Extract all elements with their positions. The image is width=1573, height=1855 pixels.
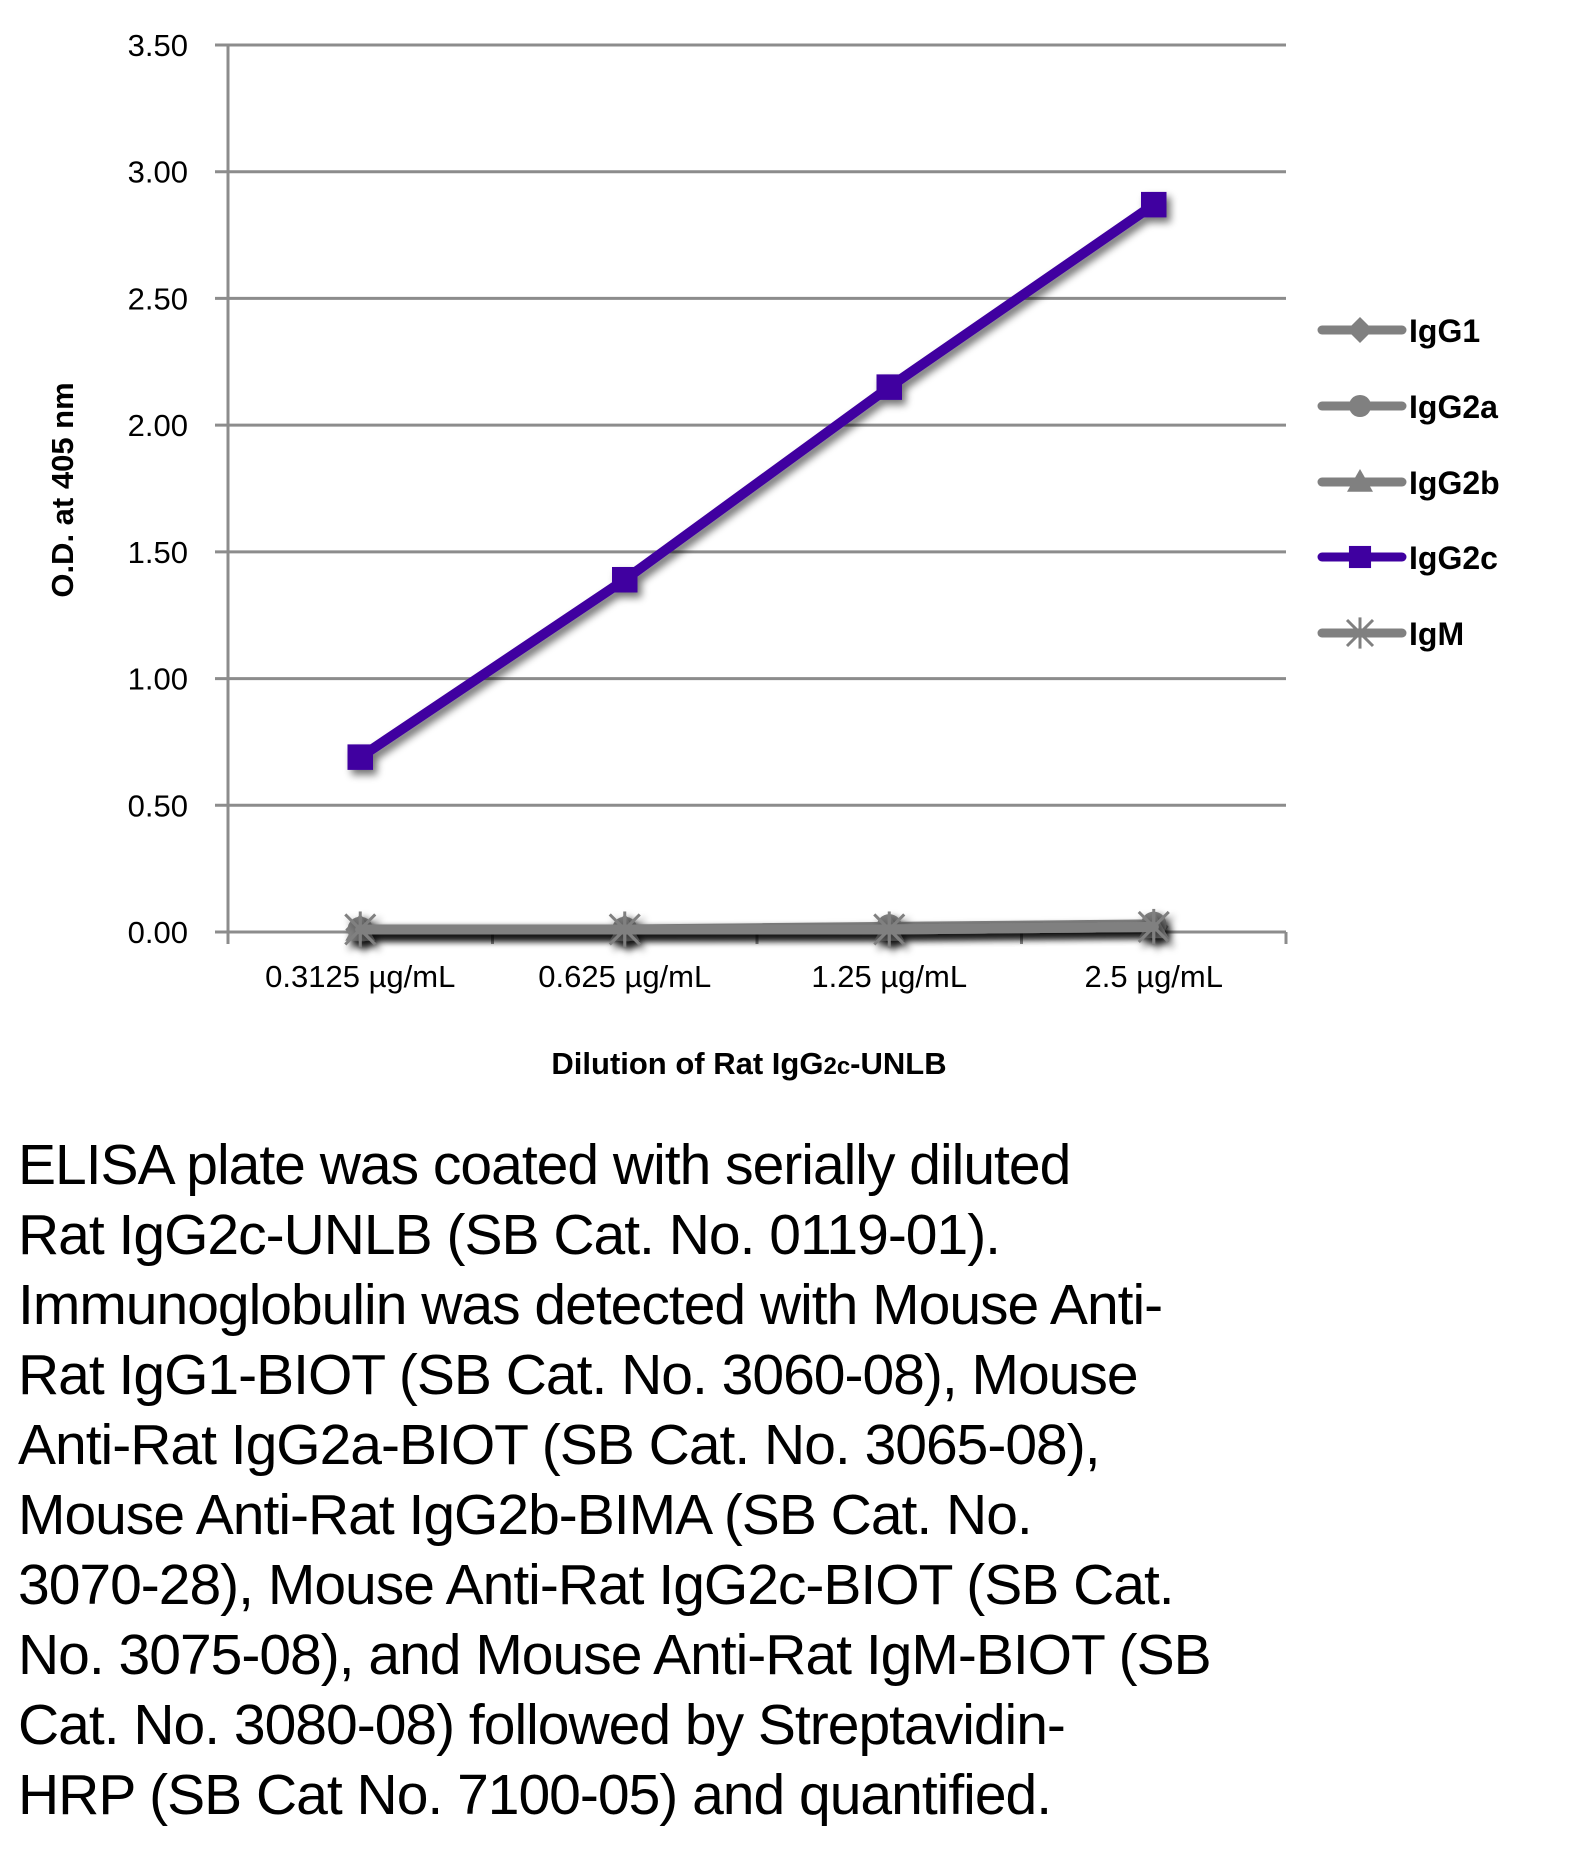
data-point: [612, 566, 638, 593]
figure-caption: ELISA plate was coated with serially dil…: [18, 1130, 1558, 1830]
x-axis-ticks: 0.3125 µg/mL 0.625 µg/mL 1.25 µg/mL 2.5 µg/…: [265, 959, 1223, 994]
y-axis-ticks: 0.00 0.50 1.00 1.50 2.00 2.50 3.00 3.50: [128, 28, 188, 950]
data-point: [876, 374, 902, 400]
y-tick-label: 0.00: [128, 915, 188, 950]
caption-line: Anti-Rat IgG2a-BIOT (SB Cat. No. 3065-08…: [18, 1413, 1101, 1477]
legend-marker-star-icon: [1345, 617, 1375, 649]
y-tick-label: 3.50: [128, 28, 188, 63]
legend-marker-triangle-icon: [1347, 469, 1373, 492]
x-tick-label: 2.5 µg/mL: [1085, 959, 1224, 994]
x-axis-title-post: -UNLB: [850, 1046, 946, 1081]
legend-marker-circle-icon: [1348, 394, 1372, 418]
legend-label: IgG2c: [1409, 540, 1498, 576]
caption-line: Cat. No. 3080-08) followed by Streptavid…: [18, 1693, 1066, 1757]
data-point: [347, 744, 373, 770]
gridlines: [215, 43, 1286, 934]
series-group: [344, 191, 1170, 948]
legend-item: IgG2c: [1317, 540, 1498, 576]
x-axis-title: Dilution of Rat IgG2c-UNLB: [551, 1046, 946, 1081]
series-IgG2c: [347, 191, 1167, 770]
legend-label: IgG1: [1409, 313, 1480, 349]
y-tick-label: 1.00: [128, 662, 188, 697]
x-tick-label: 1.25 µg/mL: [811, 959, 967, 994]
axes: [226, 45, 1288, 944]
caption-line: Rat IgG1-BIOT (SB Cat. No. 3060-08), Mou…: [18, 1343, 1139, 1407]
legend-label: IgG2b: [1409, 465, 1500, 501]
data-point: [608, 911, 641, 948]
legend-marker-square-icon: [1348, 545, 1372, 569]
legend-item: IgG2b: [1317, 465, 1500, 501]
y-tick-label: 2.50: [128, 281, 188, 316]
y-axis-title: O.D. at 405 nm: [45, 382, 80, 597]
series-IgM: [344, 908, 1170, 948]
y-tick-label: 1.50: [128, 535, 188, 570]
legend-label: IgM: [1409, 616, 1464, 652]
legend: IgG1 IgG2a IgG2b IgG2c IgM: [1317, 313, 1500, 652]
legend-marker-diamond-icon: [1347, 317, 1373, 343]
data-point: [344, 911, 377, 948]
elisa-line-chart: 0.00 0.50 1.00 1.50 2.00 2.50 3.00 3.50 0.3125 …: [45, 28, 1500, 1081]
data-point: [873, 911, 906, 948]
data-point: [1141, 191, 1167, 218]
y-tick-label: 0.50: [128, 788, 188, 823]
x-axis-title-pre: Dilution of Rat IgG: [551, 1046, 823, 1081]
caption-line: HRP (SB Cat No. 7100-05) and quantified.: [18, 1763, 1052, 1827]
series-line: [355, 199, 1159, 763]
caption-line: ELISA plate was coated with serially dil…: [18, 1133, 1071, 1197]
caption-line: Mouse Anti-Rat IgG2b-BIMA (SB Cat. No.: [18, 1483, 1033, 1547]
x-tick-label: 0.625 µg/mL: [538, 959, 711, 994]
series-line: [355, 921, 1159, 935]
caption-line: 3070-28), Mouse Anti-Rat IgG2c-BIOT (SB …: [18, 1553, 1175, 1617]
legend-label: IgG2a: [1409, 389, 1498, 425]
x-axis-title-sub: 2c: [823, 1053, 850, 1080]
data-point: [1137, 908, 1170, 945]
legend-item: IgG1: [1317, 313, 1480, 349]
legend-item: IgG2a: [1317, 389, 1498, 425]
caption-line: Rat IgG2c-UNLB (SB Cat. No. 0119-01).: [18, 1203, 1001, 1267]
legend-item: IgM: [1317, 616, 1464, 652]
caption-line: No. 3075-08), and Mouse Anti-Rat IgM-BIO…: [18, 1623, 1212, 1687]
caption-line: Immunoglobulin was detected with Mouse A…: [18, 1273, 1163, 1337]
y-tick-label: 2.00: [128, 408, 188, 443]
y-tick-label: 3.00: [128, 155, 188, 190]
x-tick-label: 0.3125 µg/mL: [265, 959, 455, 994]
